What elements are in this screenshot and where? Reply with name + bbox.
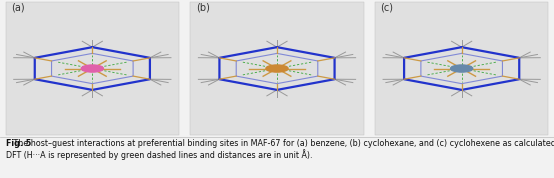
- Text: (a): (a): [11, 3, 25, 13]
- Text: (c): (c): [381, 3, 393, 13]
- Bar: [6, 2, 179, 135]
- Bar: [375, 2, 548, 135]
- Text: (b): (b): [196, 3, 209, 13]
- Circle shape: [450, 65, 473, 72]
- Text: The host–guest interactions at preferential binding sites in MAF-67 for (a) benz: The host–guest interactions at preferent…: [6, 139, 554, 161]
- Bar: [190, 2, 364, 135]
- Text: Fig. 5: Fig. 5: [6, 139, 31, 148]
- Circle shape: [266, 65, 288, 72]
- Circle shape: [81, 65, 104, 72]
